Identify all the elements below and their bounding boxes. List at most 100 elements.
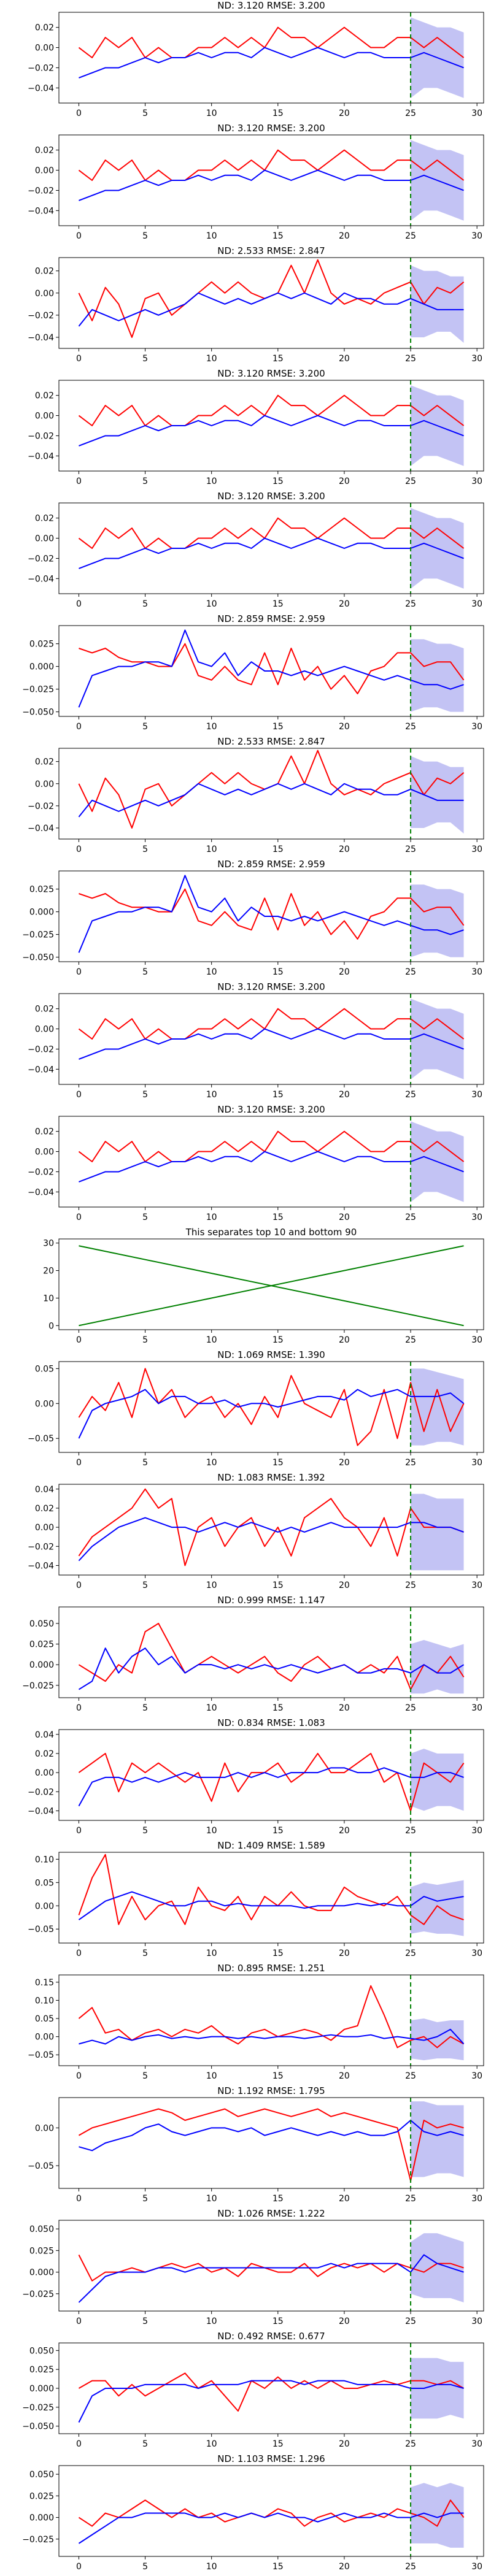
y-tick-label: 0.04 — [35, 1485, 54, 1495]
actual-series-line — [79, 643, 465, 694]
x-tick-label: 0 — [76, 1335, 82, 1345]
y-tick-label: 0.05 — [35, 1878, 54, 1888]
y-tick-label: −0.04 — [28, 333, 54, 343]
y-tick-label: −0.04 — [28, 451, 54, 461]
x-tick-label: 15 — [273, 2439, 284, 2449]
x-tick-label: 20 — [339, 1458, 350, 1468]
x-tick-label: 0 — [76, 354, 82, 364]
y-tick-label: 0.02 — [35, 23, 54, 33]
chart-svg: ND: 1.083 RMSE: 1.392 0 5 10 15 20 25 30 −0.04 −0… — [28, 1472, 484, 1590]
forecast-series-line — [78, 875, 464, 953]
y-tick-label: 0.00 — [35, 1768, 54, 1778]
x-tick-label: 15 — [273, 722, 284, 732]
x-tick-label: 20 — [339, 1090, 350, 1100]
x-tick-label: 10 — [206, 967, 217, 977]
x-tick-label: 20 — [339, 477, 350, 486]
x-tick-label: 30 — [471, 2071, 482, 2081]
x-tick-label: 25 — [405, 1213, 416, 1222]
chart-svg: ND: 3.120 RMSE: 3.200 0 5 10 15 20 25 30 −0.04 −0… — [28, 0, 484, 118]
x-tick-label: 25 — [405, 1949, 416, 1958]
actual-series-line — [78, 2372, 465, 2412]
x-tick-label: 25 — [405, 1335, 416, 1345]
y-tick-label: 0.02 — [35, 1749, 54, 1759]
x-tick-label: 15 — [273, 599, 284, 609]
actual-series-line — [78, 1752, 465, 1812]
chart-svg: ND: 1.103 RMSE: 1.296 0 5 10 15 20 25 30 −0.025 0… — [22, 2453, 484, 2572]
x-tick-label: 15 — [273, 1826, 284, 1836]
y-tick-label: 0.000 — [29, 2384, 54, 2394]
x-tick-label: 20 — [339, 2317, 350, 2326]
chart-panel: ND: 2.859 RMSE: 2.959 0 5 10 15 20 25 30 −0.050 −… — [0, 859, 491, 981]
forecast-series-line — [78, 2254, 464, 2303]
x-tick-label: 5 — [142, 2194, 148, 2204]
forecast-series-line — [78, 629, 464, 708]
chart-panel: ND: 3.120 RMSE: 3.200 0 5 10 15 20 25 30 −0.04 −0… — [0, 368, 491, 491]
plot-frame — [58, 1238, 484, 1330]
chart-title: ND: 2.533 RMSE: 2.847 — [217, 245, 325, 256]
y-tick-label: 0.02 — [35, 267, 54, 277]
x-tick-label: 30 — [471, 599, 482, 609]
y-tick-label: 0.02 — [35, 514, 54, 524]
y-tick-label: 0.10 — [35, 1996, 54, 2006]
y-tick-label: 0.05 — [35, 2014, 54, 2024]
prediction-band — [411, 2358, 464, 2419]
x-tick-label: 15 — [273, 1335, 284, 1345]
y-tick-label: 0.000 — [29, 662, 54, 672]
x-tick-label: 15 — [273, 967, 284, 977]
x-tick-label: 0 — [76, 1213, 82, 1222]
prediction-band — [411, 1368, 464, 1446]
plot-frame — [58, 2220, 484, 2312]
y-tick-label: −0.02 — [28, 63, 54, 73]
prediction-band — [411, 2483, 464, 2548]
chart-title: ND: 1.069 RMSE: 1.390 — [217, 1349, 325, 1360]
y-tick-label: 0.00 — [35, 1025, 54, 1035]
plot-frame — [58, 1116, 484, 1208]
x-tick-label: 20 — [339, 2562, 350, 2572]
forecast-series-line — [79, 1028, 464, 1060]
x-tick-label: 30 — [471, 1949, 482, 1958]
x-tick-label: 15 — [273, 109, 284, 118]
y-tick-label: −0.04 — [28, 1561, 54, 1571]
x-tick-label: 5 — [142, 1581, 148, 1590]
plot-frame — [58, 748, 484, 840]
x-tick-label: 10 — [206, 354, 217, 364]
y-tick-label: 0.00 — [35, 2123, 54, 2133]
x-tick-label: 25 — [405, 967, 416, 977]
y-tick-label: 0.02 — [35, 1005, 54, 1014]
x-tick-label: 20 — [339, 845, 350, 854]
x-tick-label: 5 — [142, 722, 148, 732]
prediction-band — [411, 1749, 464, 1811]
x-tick-label: 30 — [471, 967, 482, 977]
x-tick-label: 10 — [206, 2317, 217, 2326]
actual-series-line — [78, 2108, 464, 2182]
x-tick-label: 30 — [471, 109, 482, 118]
chart-panel: ND: 0.999 RMSE: 1.147 0 5 10 15 20 25 30 −0.025 0… — [0, 1595, 491, 1717]
actual-series-line — [78, 517, 465, 549]
x-tick-label: 10 — [206, 2194, 217, 2204]
x-tick-label: 15 — [273, 2562, 284, 2572]
x-tick-label: 0 — [76, 1826, 82, 1836]
x-tick-label: 5 — [142, 1335, 148, 1345]
y-tick-label: −0.025 — [22, 685, 54, 695]
prediction-band — [411, 639, 464, 712]
y-tick-label: 0.000 — [29, 1660, 54, 1670]
actual-series-line — [79, 888, 465, 940]
chart-title: ND: 0.895 RMSE: 1.251 — [217, 1963, 325, 1974]
plot-frame — [58, 1852, 484, 1944]
y-tick-label: 0.025 — [29, 1640, 54, 1650]
x-tick-label: 20 — [339, 967, 350, 977]
forecast-series-line — [78, 1767, 464, 1807]
y-tick-label: 0.00 — [35, 44, 54, 53]
y-tick-label: −0.02 — [28, 554, 54, 564]
chart-title: ND: 1.026 RMSE: 1.222 — [217, 2208, 325, 2219]
x-tick-label: 10 — [206, 1703, 217, 1713]
y-tick-label: 0.02 — [35, 146, 54, 156]
chart-svg: ND: 3.120 RMSE: 3.200 0 5 10 15 20 25 30 −0.04 −0… — [28, 123, 484, 241]
x-tick-label: 10 — [206, 1949, 217, 1958]
y-tick-label: −0.02 — [28, 1787, 54, 1797]
chart-title: This separates top 10 and bottom 90 — [185, 1227, 357, 1238]
forecast-series-line — [79, 2120, 464, 2152]
chart-panel: ND: 2.859 RMSE: 2.959 0 5 10 15 20 25 30 −0.050 −… — [0, 613, 491, 736]
y-tick-label: −0.050 — [22, 708, 54, 718]
x-tick-label: 20 — [339, 2439, 350, 2449]
